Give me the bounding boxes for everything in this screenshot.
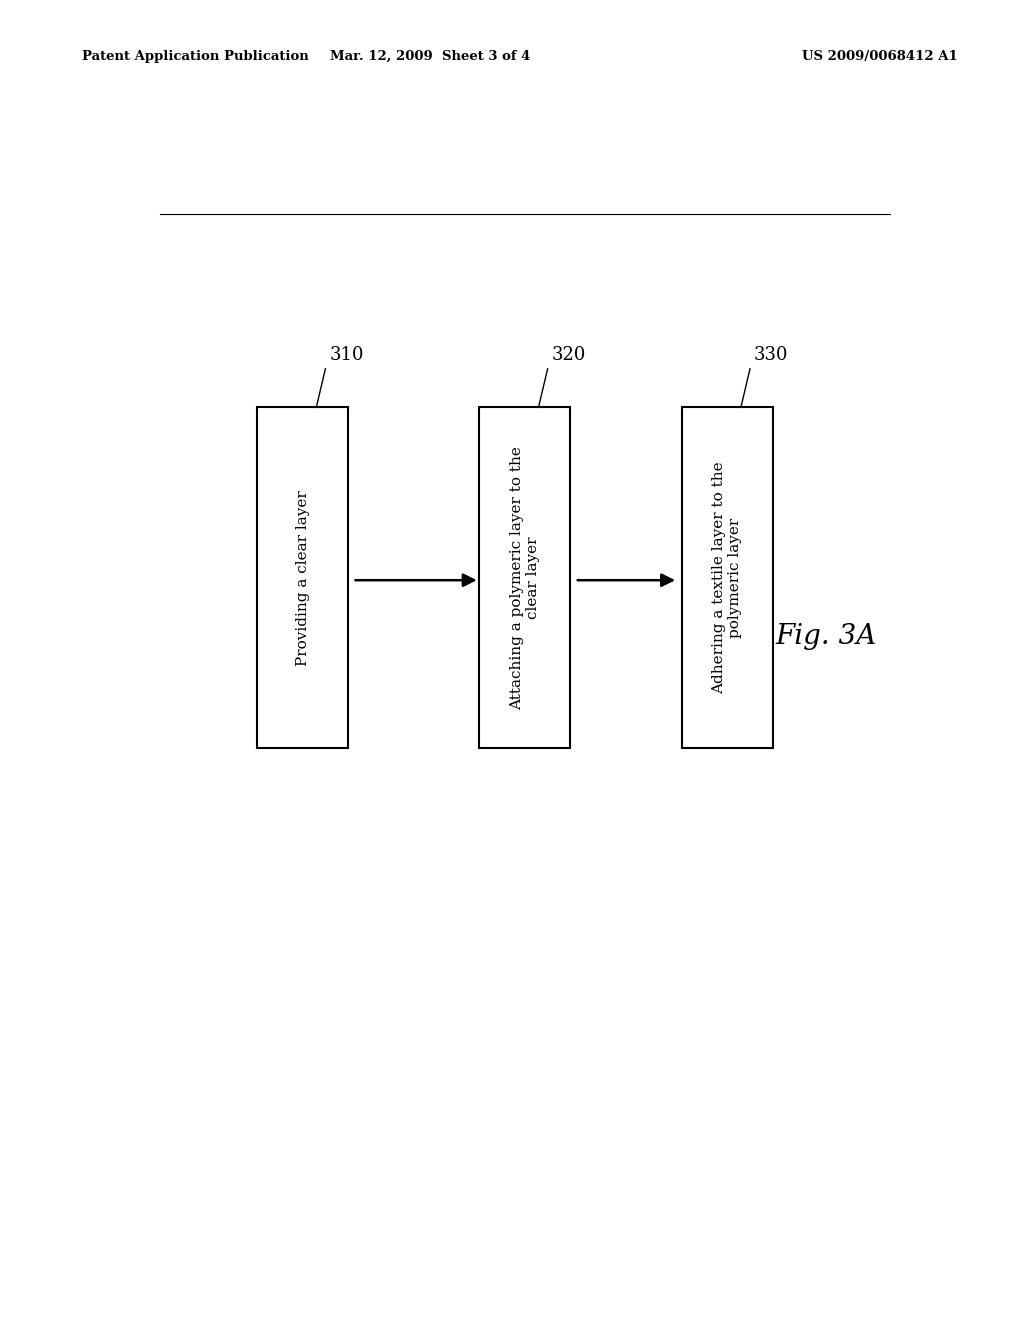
Text: 320: 320	[552, 346, 586, 364]
Text: Attaching a polymeric layer to the
clear layer: Attaching a polymeric layer to the clear…	[510, 446, 540, 710]
Text: Patent Application Publication: Patent Application Publication	[82, 50, 308, 63]
Text: Adhering a textile layer to the
polymeric layer: Adhering a textile layer to the polymeri…	[712, 462, 742, 694]
Text: Mar. 12, 2009  Sheet 3 of 4: Mar. 12, 2009 Sheet 3 of 4	[330, 50, 530, 63]
Text: Providing a clear layer: Providing a clear layer	[296, 490, 309, 665]
Text: 330: 330	[754, 346, 788, 364]
Text: 310: 310	[330, 346, 364, 364]
Text: Fig. 3A: Fig. 3A	[776, 623, 877, 649]
Bar	[682, 408, 773, 748]
Bar	[479, 408, 570, 748]
Text: US 2009/0068412 A1: US 2009/0068412 A1	[802, 50, 957, 63]
Bar	[257, 408, 348, 748]
